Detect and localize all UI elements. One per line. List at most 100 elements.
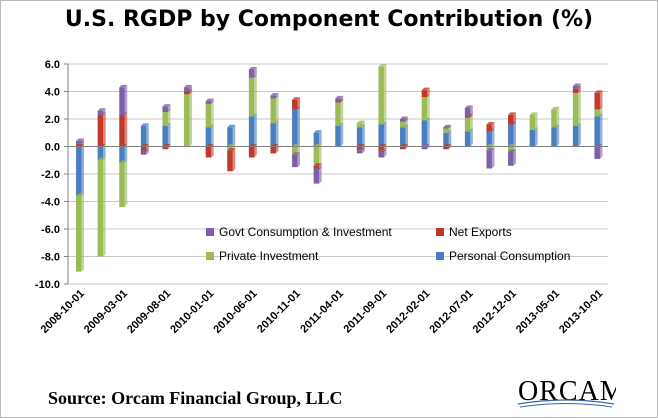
bar-segment-personal-consumption [76,144,85,196]
y-tick-label: 2.0 [45,114,60,126]
legend-label: Personal Consumption [449,249,570,263]
legend-swatch [206,252,214,260]
bar-segment-personal-consumption [356,124,365,147]
bar-segment-private-investment [572,90,581,126]
x-tick-label: 2009-08-01 [125,288,173,336]
bar-segment-personal-consumption [486,128,495,147]
legend-swatch [206,228,214,236]
bar-segment-govt [162,104,171,113]
logo-graphic: ORCAM [517,376,625,408]
bar-segment-govt [292,152,301,168]
bar-segment-net-exports [205,144,214,158]
bar-segment-personal-consumption [313,130,322,147]
bar-segment-personal-consumption [508,122,517,147]
legend-label: Net Exports [449,225,512,239]
bar-segment-personal-consumption [205,124,214,147]
bar-segment-private-investment [378,64,387,125]
bar-segment-private-investment [205,101,214,128]
orcam-logo: ORCAM [516,374,625,410]
y-tick-label: 6.0 [45,59,60,71]
bar-segment-personal-consumption [140,123,149,147]
bar-segment-private-investment [97,157,106,257]
bar-segment-personal-consumption [594,113,603,147]
y-tick-label: -6.0 [41,224,60,236]
legend-item-private-investment: Private Investment [206,249,319,263]
bar-segment-govt [184,84,193,92]
y-tick-label: 4.0 [45,87,60,99]
bar-segment-govt [270,93,279,99]
bar-segment-private-investment [551,106,560,128]
bar-segment-govt [97,108,106,115]
y-tick-label: -8.0 [41,252,60,264]
bar-segment-net-exports [227,148,236,172]
bar-segment-govt [508,149,517,166]
x-axis-ticks: 2008-10-012009-03-012009-08-012010-01-01… [39,288,606,336]
legend-item-govt: Govt Consumption & Investment [206,225,392,239]
x-tick-label: 2012-07-01 [427,288,475,336]
bar-segment-personal-consumption [227,124,236,147]
x-tick-label: 2011-09-01 [341,288,389,336]
legend-label: Govt Consumption & Investment [219,225,392,239]
bar-segment-net-exports [594,90,603,110]
y-tick-label: -10.0 [35,279,60,291]
x-tick-label: 2009-03-01 [82,288,130,336]
bar-segment-personal-consumption [551,124,560,147]
y-tick-label: -4.0 [41,197,60,209]
bar-segment-net-exports [292,97,301,110]
bar-segment-private-investment [313,144,322,166]
bar-segment-net-exports [97,112,106,147]
bars [76,64,603,272]
bar-segment-govt [572,83,581,89]
bar-segment-private-investment [421,94,430,121]
bar-segment-govt [443,124,452,129]
bar-segment-net-exports [421,87,430,97]
bar-segment-govt [119,84,128,115]
x-tick-label: 2012-02-01 [384,288,432,336]
bar-segment-personal-consumption [270,120,279,147]
x-tick-label: 2013-10-01 [557,288,605,336]
bar-segment-private-investment [184,91,193,147]
chart-title: U.S. RGDP by Component Contribution (%) [64,7,594,32]
legend: Govt Consumption & Investment Net Exports… [206,225,570,263]
x-tick-label: 2010-11-01 [255,288,303,336]
bar-segment-govt [335,95,344,102]
bar-segment-private-investment [270,95,279,124]
legend-item-personal-consumption: Personal Consumption [436,249,570,263]
bar-segment-personal-consumption [464,128,473,147]
x-tick-label: 2008-10-01 [39,288,87,336]
bar-segment-govt [313,167,322,184]
bar-segment-private-investment [529,112,538,130]
bar-segment-personal-consumption [378,122,387,147]
bar-segment-govt [464,105,473,117]
bar-segment-net-exports [486,122,495,132]
y-axis-ticks: 6.0 4.0 2.0 0.0 -2.0 -4.0 -6.0 -8.0 -10.0 [35,59,68,291]
legend-swatch [436,228,444,236]
legend-swatch [436,252,444,260]
bar-segment-personal-consumption [400,124,409,147]
x-tick-label: 2011-04-01 [298,288,346,336]
y-tick-label: -2.0 [41,169,60,181]
bar-segment-govt [378,149,387,158]
legend-item-net-exports: Net Exports [436,225,512,239]
bar-segment-personal-consumption [292,106,301,147]
bar-segment-personal-consumption [421,117,430,147]
bar-segment-govt [486,148,495,169]
bar-segment-private-investment [356,120,365,128]
bar-segment-govt [76,138,85,144]
x-tick-label: 2013-05-01 [514,288,562,336]
bar-segment-private-investment [76,193,85,272]
bar-segment-personal-consumption [248,113,257,147]
x-tick-label: 2010-06-01 [211,288,259,336]
y-tick-label: 0.0 [45,142,60,154]
legend-label: Private Investment [219,249,319,263]
bar-segment-private-investment [119,160,128,207]
bar-segment-govt [400,116,409,122]
bar-segment-govt [356,148,365,154]
bar-segment-net-exports [270,144,279,154]
bar-segment-personal-consumption [335,123,344,147]
source-credit: Source: Orcam Financial Group, LLC [48,388,343,408]
bar-segment-personal-consumption [529,127,538,147]
bar-segment-net-exports [508,112,517,125]
bar-segment-govt [140,149,149,155]
